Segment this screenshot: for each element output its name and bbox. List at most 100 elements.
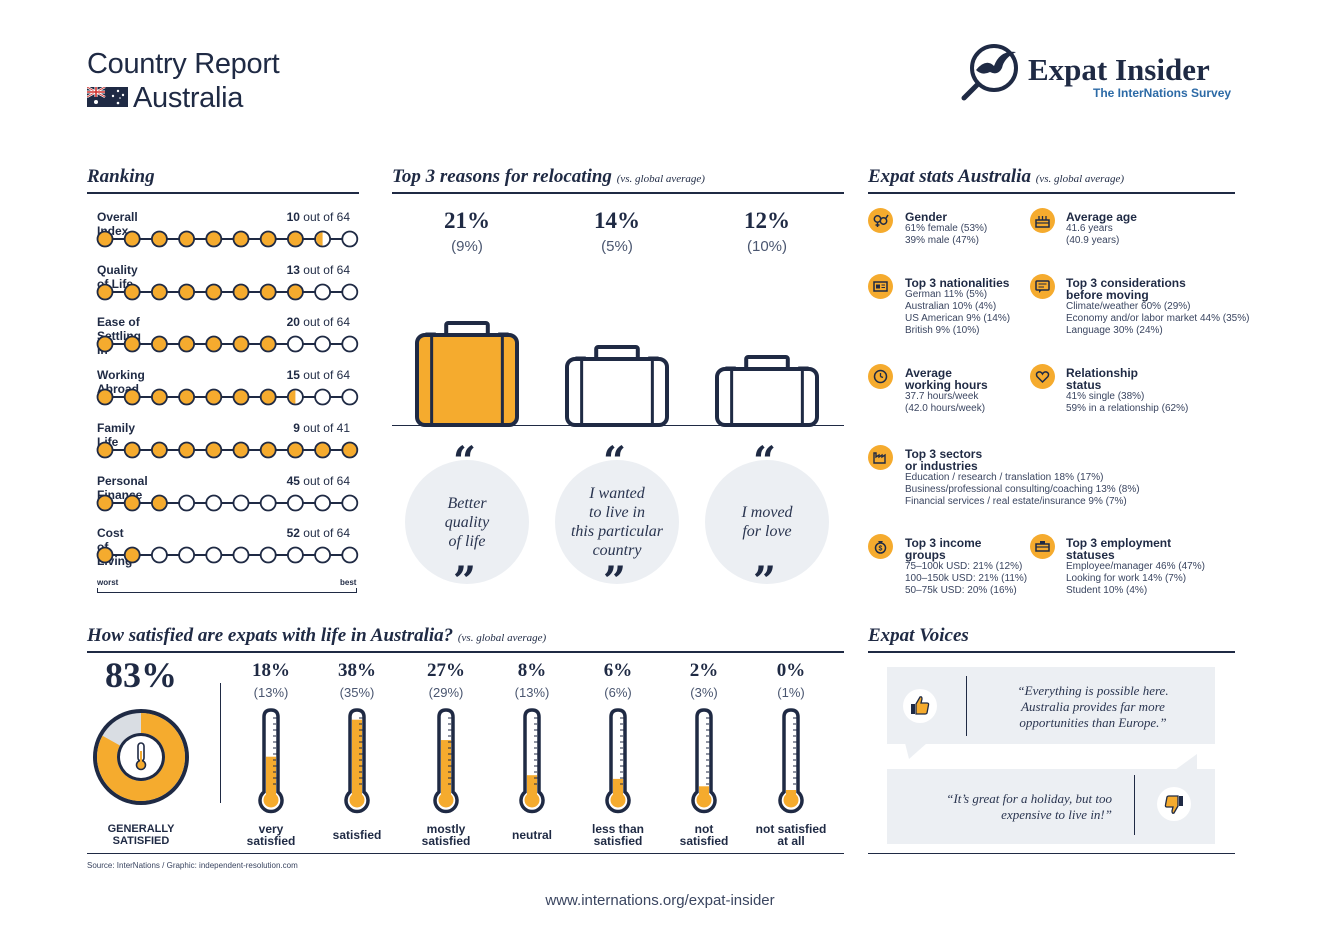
satisfaction-global: (1%): [777, 685, 805, 700]
sectors-lines: Education / research / translation 18% (…: [905, 472, 1140, 508]
reason-text-line: I moved: [741, 504, 793, 521]
satisfaction-global: (35%): [339, 685, 375, 700]
ranking-value: 13 out of 64: [270, 263, 350, 277]
satisfaction-label: neutral: [489, 829, 575, 841]
bead: [314, 388, 332, 406]
quote-line: Australia provides far more: [1021, 699, 1165, 714]
hours-line: (42.0 hours/week): [905, 403, 986, 414]
bead: [259, 388, 277, 406]
reasons-subtitle: (vs. global average): [616, 173, 705, 185]
bead: [123, 335, 141, 353]
income-line: 50–75k USD: 20% (16%): [905, 585, 1017, 596]
consideration-line: Language 30% (24%): [1066, 325, 1163, 336]
stats-title: Expat stats Australia (vs. global averag…: [868, 166, 1124, 188]
passport-icon: [868, 274, 893, 299]
reason-text: Better quality of life: [407, 494, 527, 551]
considerations-head-line: Top 3 considerations: [1066, 276, 1186, 290]
satisfaction-label: not satisfied at all: [748, 823, 834, 847]
factory-icon: [868, 445, 893, 470]
logo-wordmark: Expat Insider: [1028, 52, 1210, 87]
logo-tagline: The InterNations Survey: [1093, 86, 1232, 100]
reason-pct: 12%: [744, 208, 790, 233]
age-head: Average age: [1066, 210, 1137, 224]
bead: [314, 494, 332, 511]
ranking-beads: [96, 335, 359, 353]
reason-bubble: [555, 460, 679, 584]
satisfaction-global: (29%): [428, 685, 464, 700]
ranking-scale-line: [97, 592, 357, 593]
rank-total: 64: [336, 473, 350, 488]
bead: [314, 441, 332, 459]
reason-global: (9%): [451, 238, 483, 255]
reasons-rule: [392, 192, 844, 194]
consideration-line: Climate/weather 60% (29%): [1066, 301, 1191, 312]
thermometer-icon: [778, 708, 804, 814]
bead: [205, 230, 223, 248]
reason-pct: 14%: [594, 208, 640, 233]
ranking-value: 45 out of 64: [270, 474, 350, 488]
satisfaction-label-line: not: [694, 822, 714, 836]
country-name: Australia: [133, 82, 244, 114]
ranking-value: 20 out of 64: [270, 315, 350, 329]
australian-flag-icon: [87, 87, 128, 107]
bead: [178, 230, 195, 248]
positive-divider: [966, 676, 967, 736]
bead: [341, 283, 359, 301]
thermometer-icon: [691, 708, 717, 814]
overall-satisfied-pct: 83%: [105, 655, 177, 695]
relationship-line: 59% in a relationship (62%): [1066, 403, 1189, 414]
bead: [178, 441, 195, 459]
bead: [341, 494, 359, 511]
rank-number: 10: [286, 210, 300, 224]
satisfaction-label-line: satisfied: [246, 834, 296, 848]
employment-head-line: statuses: [1066, 548, 1115, 562]
satisfaction-global: (3%): [690, 685, 718, 700]
reason-text-line: Better: [447, 494, 487, 512]
bead: [96, 230, 114, 248]
bead: [96, 494, 114, 511]
income-head-line: Top 3 income: [905, 536, 982, 550]
bead: [151, 283, 168, 301]
gender-icon: [868, 208, 893, 233]
bead: [286, 335, 304, 353]
satisfaction-pct: 18%: [252, 660, 290, 681]
satisfaction-label-line: at all: [777, 834, 805, 848]
satisfaction-label-line: satisfied: [332, 828, 382, 842]
thermometer-icon: [605, 708, 631, 814]
footer-url[interactable]: www.internations.org/expat-insider: [545, 892, 775, 909]
bead: [286, 546, 304, 564]
ranking-rule: [87, 192, 359, 194]
ranking-label: Quality of Life: [97, 262, 138, 291]
reason-text-line: this particular: [570, 523, 663, 540]
reasons-title-text: Top 3 reasons for relocating: [392, 166, 612, 187]
nationality-line: US American 9% (14%): [905, 313, 1011, 324]
bead: [314, 335, 332, 353]
bead: [151, 546, 168, 564]
bead: [178, 388, 195, 406]
rank-total: 64: [336, 262, 350, 277]
bead: [96, 546, 114, 564]
reason-text: I wanted to live in this particular country: [557, 484, 677, 560]
bead: [259, 283, 277, 301]
satisfaction-global: (13%): [253, 685, 289, 700]
bead: [341, 335, 359, 353]
bead: [286, 388, 304, 406]
thermometer-icon: [344, 708, 370, 814]
bead: [314, 546, 332, 564]
quote-line: “It’s great for a holiday, but too: [946, 791, 1112, 806]
reason-text-line: I wanted: [589, 485, 645, 502]
negative-bubble-tail: [1175, 754, 1197, 770]
chat-icon: [1030, 274, 1055, 299]
rank-number: 9: [293, 420, 300, 435]
income-line: 75–100k USD: 21% (12%): [905, 561, 1023, 572]
bead: [259, 230, 277, 248]
bead: [123, 546, 141, 564]
gender-line: 61% female (53%): [905, 223, 988, 234]
relationship-line: 41% single (38%): [1066, 391, 1145, 402]
open-quote-icon: “: [603, 438, 626, 485]
satisfaction-label-line: satisfied: [593, 834, 643, 848]
satisfaction-label: very satisfied: [228, 823, 314, 847]
gender-head: Gender: [905, 210, 948, 224]
reason-text-line: to live in: [589, 504, 645, 521]
bead: [341, 388, 359, 406]
